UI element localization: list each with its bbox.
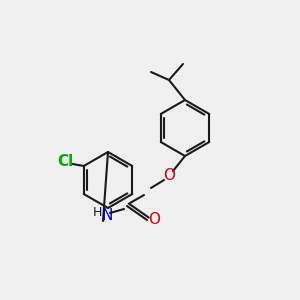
Text: Cl: Cl [58,154,74,169]
Text: N: N [101,208,113,224]
Text: O: O [148,212,160,227]
Text: H: H [92,206,102,220]
Text: O: O [163,169,175,184]
